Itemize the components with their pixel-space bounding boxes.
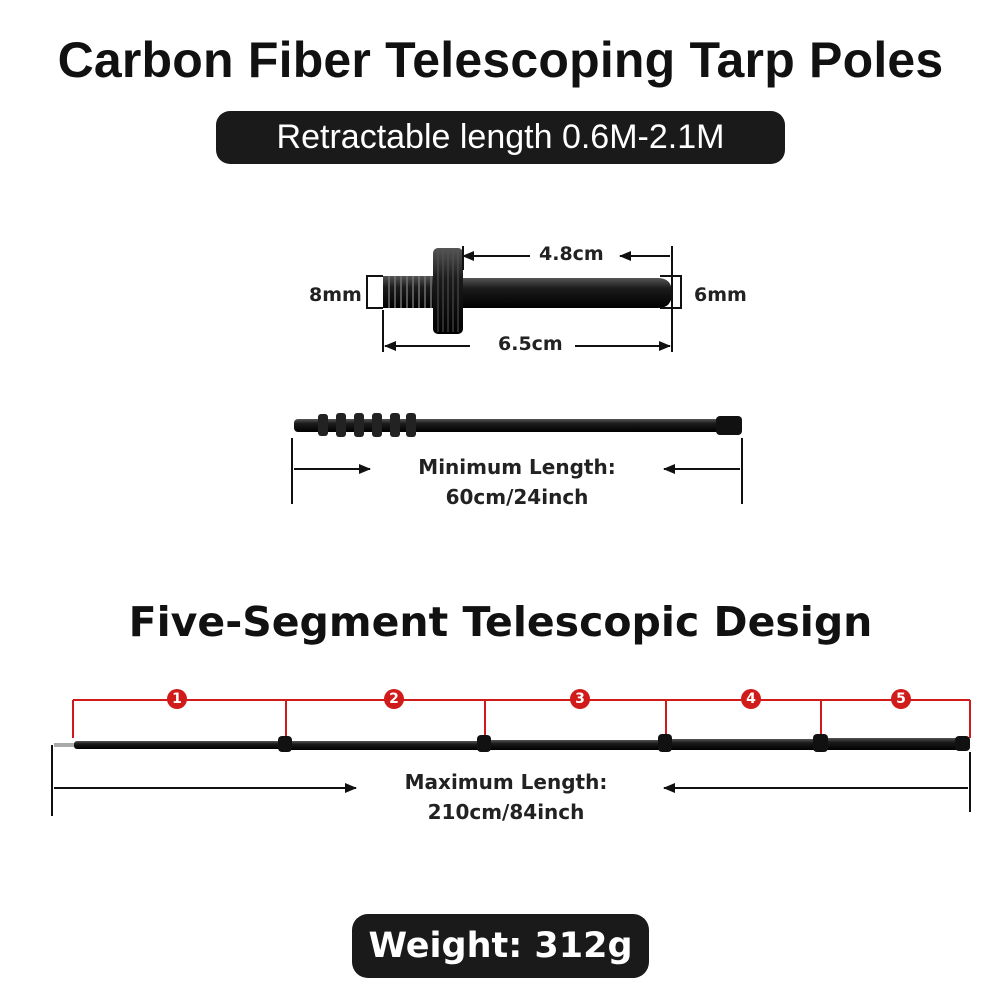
segment-brackets: [72, 699, 971, 738]
length-range-badge: Retractable length 0.6M-2.1M: [216, 111, 785, 164]
max-length-value: 210cm/84inch: [427, 800, 585, 824]
segment-badge-5: 5: [891, 689, 911, 709]
segment-badge-4: 4: [741, 689, 761, 709]
min-length-dimension: [291, 438, 743, 504]
min-length-text: Minimum Length: 60cm/24inch: [392, 452, 642, 512]
max-length-title: Maximum Length:: [404, 770, 608, 794]
max-length-dimension: [51, 745, 971, 816]
segment-badge-2: 2: [384, 689, 404, 709]
tip-dimension-lines: [366, 246, 682, 352]
design-heading: Five-Segment Telescopic Design: [128, 598, 873, 646]
segment-badge-3: 3: [570, 689, 590, 709]
thread-diameter-label: 8mm: [309, 284, 362, 306]
min-length-title: Minimum Length:: [418, 455, 616, 479]
min-length-value: 60cm/24inch: [445, 485, 589, 509]
weight-badge: Weight: 312g: [352, 914, 649, 978]
tip-diameter-label: 6mm: [694, 284, 747, 306]
segment-badge-1: 1: [167, 689, 187, 709]
max-length-text: Maximum Length: 210cm/84inch: [381, 767, 631, 827]
extended-pole: [54, 734, 970, 752]
page-title: Carbon Fiber Telescoping Tarp Poles: [57, 32, 944, 88]
tip-connector: [383, 248, 672, 334]
collapsed-pole: [294, 413, 742, 437]
total-length-label: 6.5cm: [498, 333, 563, 355]
shaft-length-label: 4.8cm: [539, 243, 604, 265]
